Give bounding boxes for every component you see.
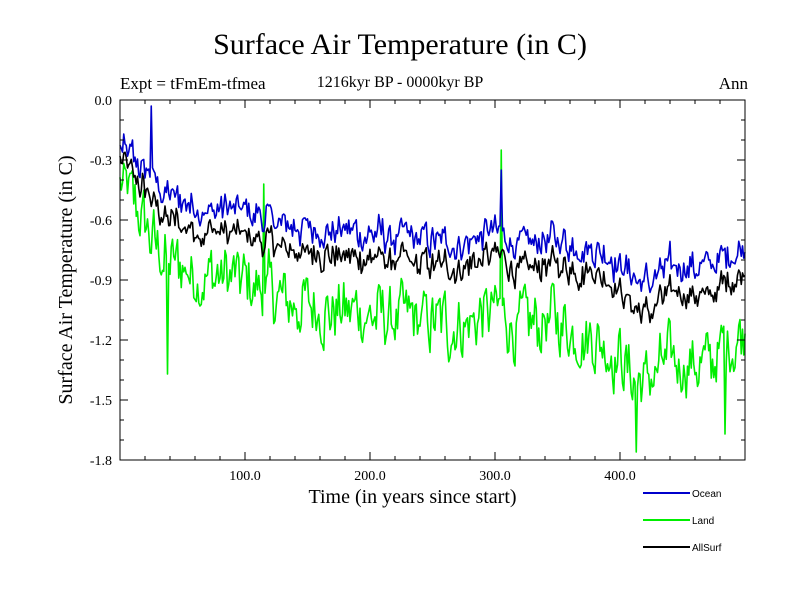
x-axis-label: Time (in years since start)	[308, 486, 516, 508]
x-tick-label: 200.0	[354, 469, 386, 484]
x-tick-label: 400.0	[604, 469, 636, 484]
y-axis-label: Surface Air Temperature (in C)	[55, 155, 77, 404]
plot-frame	[119, 99, 746, 461]
y-tick-label: -0.9	[90, 274, 112, 289]
season-label: Ann	[718, 74, 748, 93]
x-tick-label: 100.0	[229, 469, 261, 484]
chart-subtitle: 1216kyr BP - 0000kyr BP	[316, 74, 484, 91]
y-tick-label: -1.5	[90, 394, 112, 409]
y-tick-label: 0.0	[95, 94, 113, 109]
y-tick-label: -0.6	[90, 214, 112, 229]
series-line-allsurf	[119, 151, 746, 324]
chart-title: Surface Air Temperature (in C)	[213, 28, 587, 61]
x-tick-label: 300.0	[479, 469, 511, 484]
series-line-ocean	[119, 105, 746, 294]
y-tick-label: -0.3	[90, 154, 112, 169]
experiment-label: Expt = tFmEm-tfmea	[120, 74, 266, 93]
legend-label-ocean: Ocean	[692, 489, 721, 500]
y-tick-label: -1.2	[90, 334, 112, 349]
legend-label-allsurf: AllSurf	[692, 543, 722, 554]
legend-label-land: Land	[692, 516, 714, 527]
series-line-land	[119, 149, 746, 453]
y-tick-label: -1.8	[90, 454, 112, 469]
